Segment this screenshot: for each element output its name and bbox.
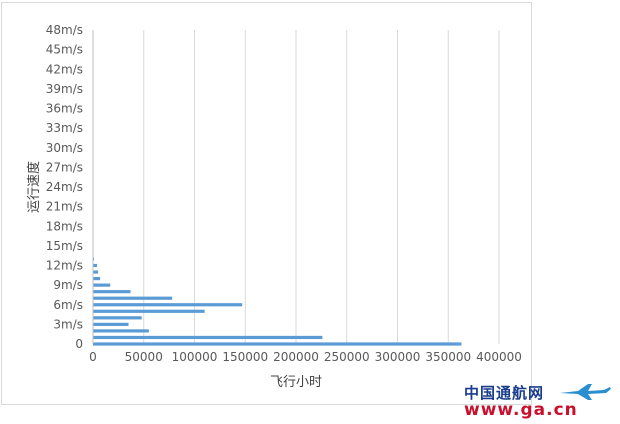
y-tick-label: 0	[75, 337, 83, 351]
watermark-url-text: www.ga.cn	[464, 400, 578, 420]
x-tick-labels: 0 50000 100000 150000 200000 250000 300000 3500…	[89, 350, 522, 364]
y-tick-label: 42m/s	[46, 62, 83, 76]
bars	[93, 257, 462, 346]
bar-10	[93, 276, 101, 281]
y-tick-label: 33m/s	[46, 121, 83, 135]
bar-13	[93, 257, 95, 261]
y-tick-labels: 0 3m/s 6m/s 9m/s 12m/s 15m/s 18m/s 21m/s 24m/s 27…	[46, 23, 83, 351]
airplane-icon	[560, 384, 611, 400]
y-tick-label: 45m/s	[46, 43, 83, 57]
gridlines	[143, 30, 500, 344]
x-tick-label: 100000	[172, 350, 218, 364]
x-tick-label: 350000	[425, 350, 471, 364]
x-tick-label: 300000	[375, 350, 421, 364]
bar-5	[93, 309, 205, 313]
y-tick-label: 9m/s	[53, 278, 83, 292]
y-tick-label: 3m/s	[53, 317, 83, 331]
bar-9	[93, 283, 111, 287]
x-tick-label: 150000	[222, 350, 268, 364]
x-tick-label: 50000	[125, 350, 163, 364]
y-tick-label: 15m/s	[46, 239, 83, 253]
x-tick-label: 250000	[324, 350, 370, 364]
y-tick-label: 39m/s	[46, 82, 83, 96]
x-axis-title: 飞行小时	[270, 375, 322, 390]
y-tick-label: 48m/s	[46, 23, 83, 37]
bar-0	[93, 342, 462, 346]
y-axis-title: 运行速度	[26, 161, 42, 213]
y-tick-label: 21m/s	[46, 200, 83, 214]
bar-11	[93, 270, 99, 274]
bar-6	[93, 303, 243, 307]
bar-4	[93, 316, 142, 320]
y-tick-label: 27m/s	[46, 160, 83, 174]
y-tick-label: 30m/s	[46, 141, 83, 155]
bar-2	[93, 329, 149, 333]
bar-1	[93, 335, 323, 340]
y-tick-label: 12m/s	[46, 259, 83, 273]
watermark-chinese-text: 中国通航网	[464, 384, 545, 402]
x-tick-label: 0	[89, 350, 97, 364]
watermark-logo: 中国通航网 www.ga.cn	[460, 380, 620, 424]
y-tick-label: 18m/s	[46, 219, 83, 233]
y-tick-label: 24m/s	[46, 180, 83, 194]
y-tick-label: 36m/s	[46, 102, 83, 116]
y-tick-label: 6m/s	[53, 298, 83, 312]
bar-12	[93, 263, 98, 268]
bar-3	[93, 322, 129, 326]
x-tick-label: 400000	[476, 350, 522, 364]
bar-7	[93, 296, 173, 300]
x-tick-label: 200000	[273, 350, 319, 364]
bar-8	[93, 290, 131, 294]
